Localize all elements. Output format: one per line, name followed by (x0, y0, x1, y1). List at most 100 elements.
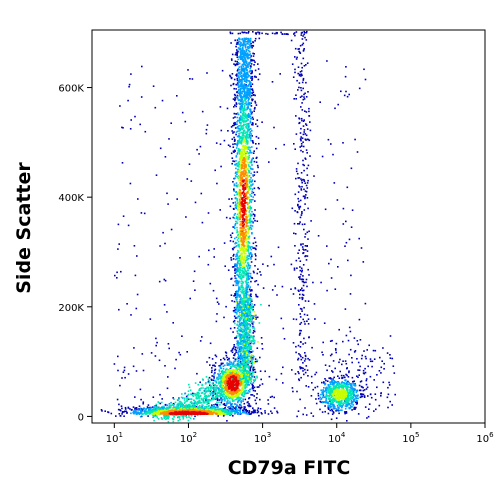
data-point (213, 375, 215, 378)
data-point (159, 245, 161, 247)
data-point (233, 124, 235, 127)
data-point (297, 204, 299, 207)
data-point (156, 406, 158, 408)
data-point (231, 32, 234, 35)
data-point (140, 412, 142, 414)
data-point (248, 306, 251, 308)
data-point (257, 283, 259, 286)
data-point (239, 365, 241, 367)
data-point (299, 260, 302, 262)
data-point (257, 411, 260, 413)
data-point (208, 390, 210, 392)
data-point (358, 369, 361, 371)
data-point (187, 69, 189, 71)
data-point (266, 265, 269, 267)
data-point (238, 323, 241, 326)
data-point (251, 387, 254, 390)
data-point (241, 76, 243, 79)
data-point (210, 392, 213, 394)
data-point (235, 405, 238, 407)
data-point (261, 343, 263, 345)
data-point (300, 329, 302, 332)
data-point (238, 121, 241, 124)
data-point (298, 353, 300, 355)
data-point (337, 408, 340, 411)
data-point (237, 282, 240, 284)
data-point (251, 92, 253, 94)
data-point (234, 360, 237, 362)
data-point (303, 373, 305, 376)
data-point (250, 139, 252, 142)
data-point (221, 395, 224, 398)
data-point (226, 402, 228, 405)
data-point (236, 239, 239, 241)
data-point (299, 289, 302, 291)
data-point (337, 409, 340, 412)
data-point (324, 410, 326, 413)
data-point (350, 399, 353, 402)
data-point (218, 303, 220, 305)
data-point (230, 42, 232, 44)
data-point (304, 407, 306, 409)
data-point (193, 418, 195, 420)
data-point (326, 369, 328, 372)
data-point (237, 140, 239, 142)
data-point (392, 365, 395, 367)
data-point (134, 409, 136, 411)
data-point (230, 410, 233, 412)
data-point (236, 153, 239, 155)
data-point (241, 78, 244, 80)
data-point (247, 105, 249, 107)
data-point (249, 70, 251, 72)
data-point (205, 387, 208, 390)
data-point (297, 223, 299, 225)
data-point (295, 31, 298, 33)
data-point (166, 407, 168, 409)
data-point (240, 126, 243, 129)
data-point (233, 319, 236, 322)
data-point (233, 78, 236, 81)
data-point (155, 404, 157, 407)
data-point (219, 106, 222, 108)
data-point (254, 360, 257, 363)
data-point (191, 78, 194, 80)
data-point (240, 128, 242, 130)
data-point (303, 131, 305, 133)
data-point (216, 182, 218, 185)
data-point (130, 314, 132, 316)
data-point (172, 421, 175, 423)
data-point (249, 149, 251, 152)
data-point (301, 181, 303, 184)
data-point (335, 410, 337, 412)
data-point (218, 370, 221, 373)
data-point (223, 358, 226, 361)
data-point (343, 382, 346, 385)
data-point (148, 410, 151, 413)
data-point (212, 388, 215, 391)
data-point (245, 380, 247, 382)
data-point (211, 358, 214, 360)
data-point (326, 245, 328, 247)
data-point (252, 31, 254, 33)
data-point (237, 50, 239, 53)
data-point (237, 255, 239, 258)
data-point (214, 386, 216, 389)
data-point (380, 372, 382, 374)
data-point (237, 43, 240, 45)
data-point (223, 410, 226, 412)
data-point (196, 407, 199, 410)
data-point (245, 75, 248, 78)
data-point (242, 319, 245, 322)
data-point (302, 159, 304, 162)
data-point (242, 341, 245, 344)
data-point (256, 272, 259, 275)
data-point (233, 194, 236, 196)
data-point (136, 413, 138, 415)
data-point (139, 388, 142, 391)
data-point (241, 313, 243, 316)
data-point (327, 138, 330, 141)
data-point (248, 71, 251, 73)
data-point (196, 392, 199, 395)
data-point (302, 87, 304, 90)
data-point (334, 386, 336, 388)
